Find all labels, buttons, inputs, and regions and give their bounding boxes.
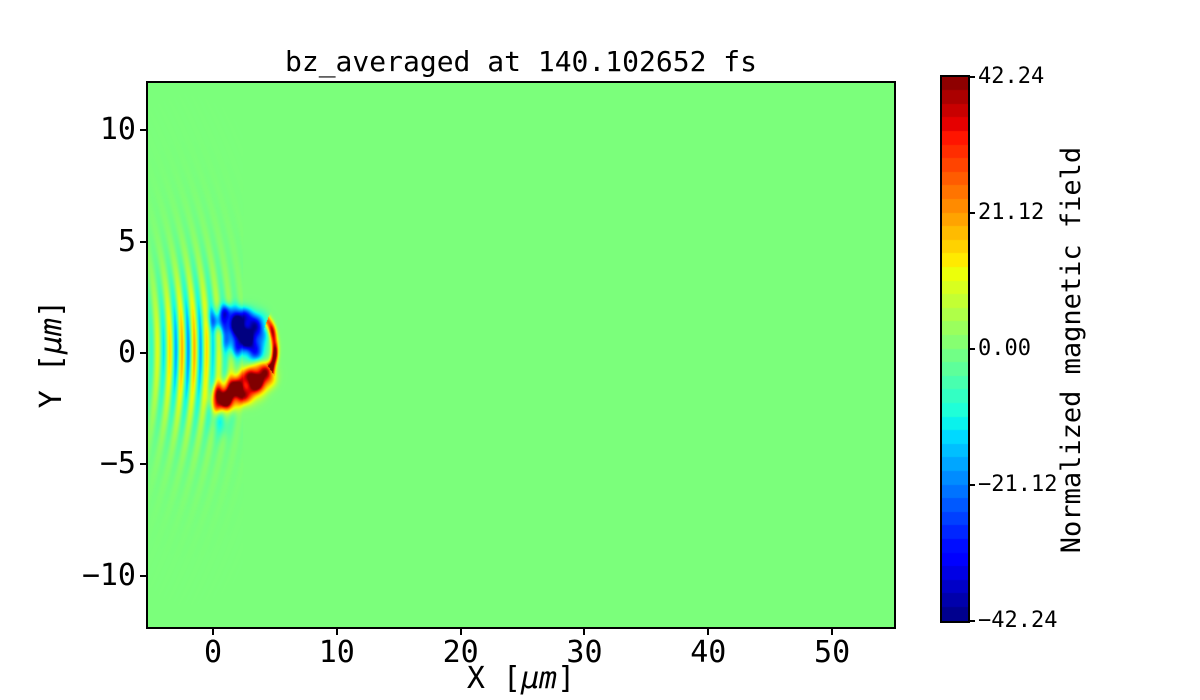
- y-tick-mark: [140, 351, 148, 354]
- y-tick-label: 5: [117, 223, 136, 259]
- colorbar-tick-mark: [968, 620, 975, 622]
- colorbar-tick-label: 0.00: [978, 336, 1031, 361]
- colorbar-canvas: [942, 77, 968, 621]
- y-axis-label: Y [μm]: [34, 299, 69, 409]
- colorbar-tick-mark: [968, 76, 975, 78]
- y-tick-label: −10: [81, 557, 136, 593]
- x-tick-label: 50: [814, 635, 851, 670]
- colorbar-tick-label: 42.24: [978, 64, 1045, 89]
- y-tick-mark: [140, 129, 148, 132]
- x-axis-label: X [μm]: [466, 661, 576, 696]
- x-tick-mark: [707, 627, 710, 635]
- x-tick-label: 30: [566, 635, 603, 670]
- x-tick-label: 0: [203, 635, 223, 670]
- x-tick-mark: [212, 627, 214, 635]
- colorbar-label: Normalized magnetic field: [1056, 146, 1087, 554]
- x-tick-label: 10: [318, 635, 355, 670]
- y-tick-mark: [140, 574, 148, 577]
- colorbar-tick-mark: [968, 484, 975, 486]
- colorbar-tick-mark: [968, 348, 975, 350]
- x-tick-mark: [335, 627, 338, 635]
- y-tick-label: −5: [99, 446, 136, 482]
- y-tick-mark: [140, 463, 148, 466]
- mu-symbol: μm: [34, 317, 69, 354]
- colorbar-tick-label: 21.12: [978, 200, 1045, 225]
- x-tick-mark: [583, 627, 586, 635]
- x-tick-label: 40: [690, 635, 727, 670]
- x-tick-mark: [831, 627, 834, 635]
- y-tick-label: 10: [99, 112, 136, 148]
- colorbar-tick-label: −21.12: [978, 472, 1058, 497]
- plot-title: bz_averaged at 140.102652 fs: [284, 45, 757, 78]
- x-tick-mark: [459, 627, 462, 635]
- axes-frame: [146, 81, 896, 629]
- y-tick-mark: [140, 240, 148, 243]
- y-tick-label: 0: [117, 334, 136, 370]
- colorbar-tick-mark: [968, 212, 975, 214]
- heatmap-canvas: [148, 83, 894, 627]
- colorbar-frame: [940, 75, 970, 623]
- colorbar-tick-label: −42.24: [978, 608, 1058, 633]
- x-tick-label: 20: [442, 635, 479, 670]
- mu-symbol: μm: [521, 661, 558, 696]
